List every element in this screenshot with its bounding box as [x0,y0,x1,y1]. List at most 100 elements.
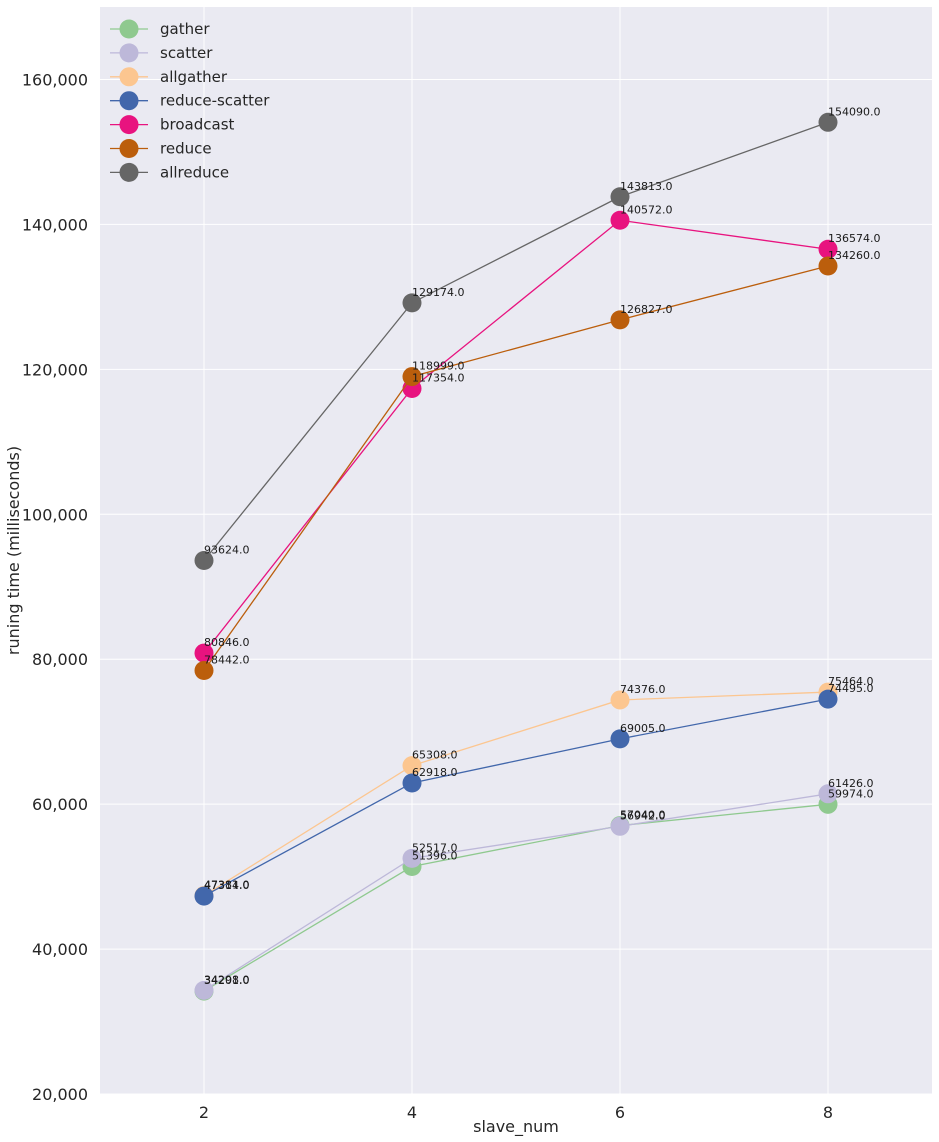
data-point-reduce [402,367,422,387]
y-tick-label: 120,000 [22,360,88,379]
data-point-reduce [194,660,214,680]
data-point-reduce-scatter [818,689,838,709]
series-line-scatter [203,793,829,991]
data-point-broadcast [818,239,838,259]
data-point-broadcast [194,643,214,663]
data-label-reduce: 78442.0 [204,653,250,666]
legend-label: reduce [160,140,212,158]
legend-marker [119,91,139,111]
y-tick-label: 40,000 [32,940,88,959]
y-axis-ticks: 20,000 40,000 60,000 80,000 100,000 120,000 14… [22,70,88,1104]
series-line-reduce [203,265,829,671]
data-label-reduce-scatter: 69005.0 [620,722,666,735]
y-tick-label: 80,000 [32,650,88,669]
data-label-gather: 34201.0 [204,974,250,987]
x-axis-label: slave_num [473,1117,559,1137]
data-point-scatter [402,848,422,868]
series-line-broadcast [203,219,829,654]
legend-marker [119,19,139,39]
y-tick-label: 60,000 [32,795,88,814]
x-tick-label: 8 [823,1103,833,1122]
series-line-allreduce [203,121,829,561]
data-label-scatter: 61426.0 [828,777,874,790]
legend-label: reduce-scatter [160,92,270,110]
legend-item-broadcast: broadcast [110,115,235,135]
legend-marker [119,43,139,63]
legend-label: scatter [160,44,213,62]
x-tick-label: 2 [199,1103,209,1122]
legend-item-gather: gather [110,19,210,39]
data-point-broadcast [610,210,630,230]
y-tick-label: 100,000 [22,505,88,524]
data-label-scatter: 52517.0 [412,841,458,854]
legend-item-allgather: allgather [110,67,228,87]
legend-item-reduce-scatter: reduce-scatter [110,91,270,111]
legend-label: broadcast [160,116,235,134]
data-label-broadcast: 117354.0 [412,372,465,385]
data-label-reduce-scatter: 62918.0 [412,766,458,779]
y-tick-label: 160,000 [22,70,88,89]
data-label-allgather: 47381.0 [204,879,250,892]
gridlines [100,7,932,1095]
data-label-gather: 51396.0 [412,849,458,862]
data-label-broadcast: 140572.0 [620,203,673,216]
data-point-reduce-scatter [402,773,422,793]
x-tick-label: 4 [407,1103,417,1122]
data-label-allreduce: 143813.0 [620,180,673,193]
data-label-scatter: 34298.0 [204,973,250,986]
x-axis-ticks: 2 4 6 8 [199,1103,833,1122]
data-label-reduce-scatter: 47314.0 [204,879,250,892]
data-label-allreduce: 93624.0 [204,543,250,556]
data-label-gather: 59974.0 [828,787,874,800]
data-label-broadcast: 80846.0 [204,636,250,649]
series-line-reduce-scatter [203,698,829,897]
x-tick-label: 6 [615,1103,625,1122]
data-point-reduce [818,256,838,276]
data-labels: 34201.0 51396.0 57040.0 59974.0 34298.0 52517… [204,105,881,987]
data-point-allreduce [194,550,214,570]
data-label-allgather: 74376.0 [620,683,666,696]
series-group [194,112,838,1001]
data-label-broadcast: 136574.0 [828,232,881,245]
data-point-reduce [610,310,630,330]
series-broadcast [194,210,838,663]
data-label-allreduce: 129174.0 [412,286,465,299]
data-point-allreduce [610,187,630,207]
legend-label: gather [160,20,210,38]
plot-area [100,7,932,1094]
legend-marker [119,139,139,158]
data-label-reduce: 134260.0 [828,249,881,262]
data-label-reduce-scatter: 74495.0 [828,682,874,695]
series-reduce-scatter [194,689,838,906]
legend-label: allgather [160,68,228,86]
data-point-scatter [610,816,630,836]
legend: gather scatter allgather reduce-scatter broa… [110,19,270,182]
data-label-reduce: 126827.0 [620,303,673,316]
data-point-allreduce [818,112,838,132]
legend-marker [119,115,139,135]
legend-item-allreduce: allreduce [110,162,229,182]
y-tick-label: 20,000 [32,1085,88,1104]
data-point-allgather [402,756,422,776]
legend-marker [119,67,139,87]
series-reduce [194,256,838,680]
data-label-allgather: 75464.0 [828,675,874,688]
legend-marker [119,162,139,182]
series-allreduce [194,112,838,570]
data-point-allreduce [402,293,422,313]
series-line-allgather [203,691,829,897]
data-point-reduce-scatter [194,886,214,906]
data-point-allgather [610,690,630,710]
y-axis-label: runing time (milliseconds) [4,446,23,655]
series-line-gather [203,803,829,992]
legend-label: allreduce [160,163,229,181]
legend-item-reduce: reduce [110,139,212,158]
data-label-scatter: 56942.0 [620,809,666,822]
data-point-reduce-scatter [610,729,630,749]
data-label-allgather: 65308.0 [412,749,458,762]
data-point-scatter [194,980,214,1000]
y-tick-label: 140,000 [22,215,88,234]
legend-item-scatter: scatter [110,43,213,63]
